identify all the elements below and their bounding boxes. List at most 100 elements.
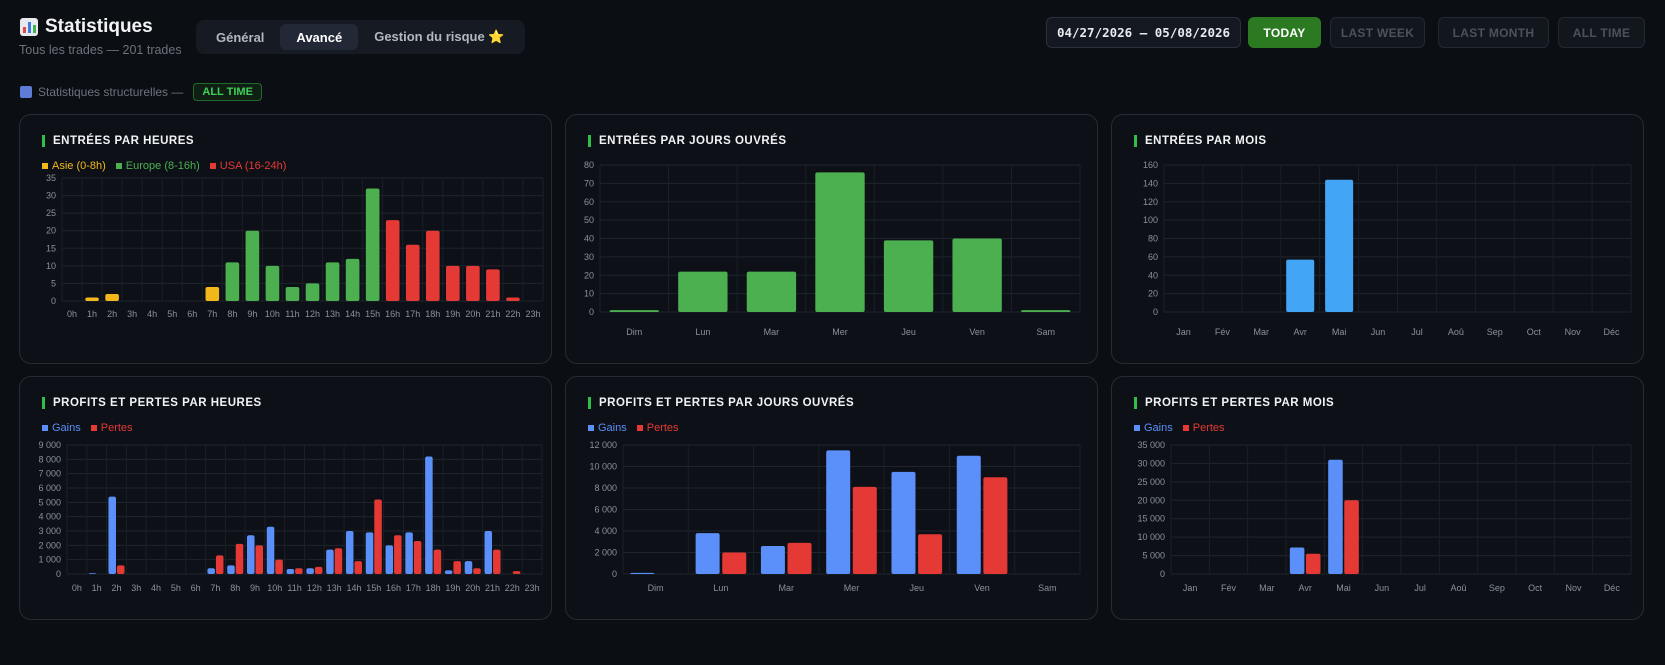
bar-gains [247,535,255,574]
x-tick-label: Déc [1604,327,1621,337]
y-tick-label: 7 000 [38,469,61,479]
bar-gains [630,572,655,574]
x-tick-label: 5h [167,309,177,319]
y-tick-label: 60 [584,197,594,207]
y-tick-label: 80 [584,160,594,170]
y-tick-label: 20 [584,270,594,280]
x-tick-label: Dim [648,583,664,593]
card-pnl-hours: 0 1 000 2 000 3 000 4 000 5 000 6 000 7 000 8 00… [19,376,552,620]
x-tick-label: 3h [131,583,141,593]
tab-gestion-risque[interactable]: Gestion du risque ⭐ [374,29,505,44]
x-tick-label: Sep [1489,583,1505,593]
legend-item-pertes: Pertes [90,422,133,434]
x-tick-label: 9h [250,583,260,593]
y-tick-label: 0 [589,307,594,317]
x-tick-label: Mai [1336,583,1351,593]
legend-item-gains: Gains [588,422,627,434]
chart-entries-hours: 0 5 10 15 20 25 30 35 0h 1h 2h 3h 4h 5h 6h 7h 8h 9h 10h 11h… [46,173,544,319]
y-tick-label: 30 [46,191,56,201]
x-tick-label: Fév [1221,583,1237,593]
bar [285,286,300,301]
y-tick-label: 5 000 [38,497,61,507]
y-tick-label: 25 000 [1137,477,1165,487]
card-pnl-months: 0 5 000 10 000 15 000 20 000 25 000 30 000 35 0… [1111,376,1644,620]
x-tick-label: 15h [366,583,381,593]
y-tick-label: 70 [584,178,594,188]
y-tick-label: 10 [46,261,56,271]
x-tick-label: 21h [485,309,500,319]
bar-pertes [235,543,244,574]
bar-pertes [215,555,224,574]
bar-gains [286,568,295,574]
tab-avance[interactable]: Avancé [280,24,359,50]
bar [305,283,320,301]
x-tick-label: 11h [287,583,301,593]
y-tick-label: 3 000 [38,526,61,536]
y-tick-label: 30 000 [1137,458,1165,468]
date-range-picker[interactable]: 04/27/2026 — 05/08/2026 [1046,17,1241,48]
chart-legend: Gains Pertes [42,422,133,434]
x-tick-label: 12h [307,583,322,593]
bar [466,265,480,301]
bar [883,240,934,312]
x-tick-label: Aoû [1448,327,1464,337]
y-tick-label: 10 000 [589,462,617,472]
x-tick-label: 9h [247,309,257,319]
period-badge: ALL TIME [193,83,262,101]
y-tick-label: 12 000 [589,440,617,450]
bar [225,262,240,301]
x-tick-label: Avr [1298,583,1311,593]
bar-gains [1289,547,1305,574]
x-tick-label: 11h [285,309,299,319]
y-tick-label: 25 [46,208,56,218]
x-tick-label: Jun [1375,583,1390,593]
x-tick-label: Lun [695,327,710,337]
bar-pertes [116,565,125,574]
bar-pertes [433,549,442,574]
filter-today-button[interactable]: TODAY [1248,17,1321,48]
x-tick-label: 0h [72,583,82,593]
y-tick-label: 40 [1148,270,1158,280]
legend-item-asia: Asie (0-8h) [42,160,106,172]
y-tick-label: 20 [46,226,56,236]
bar-gains [405,532,413,574]
y-tick-label: 4 000 [594,526,617,536]
bar-pertes [453,561,461,574]
page-header: Statistiques Tous les trades — 201 trade… [0,0,1665,70]
x-tick-label: 3h [127,309,137,319]
bar-pertes [334,548,343,574]
bar-pertes [314,566,323,574]
bar [205,286,220,301]
y-tick-label: 0 [51,296,56,306]
bar-pertes [918,534,943,574]
x-tick-label: 6h [191,583,201,593]
x-tick-label: Mar [1254,327,1270,337]
filter-last-month-button[interactable]: LAST MONTH [1438,17,1549,48]
x-tick-label: 7h [207,309,217,319]
x-tick-label: 17h [406,583,421,593]
bar-gains [695,533,720,574]
tab-general[interactable]: Général [216,29,265,45]
y-tick-label: 6 000 [594,505,617,515]
y-tick-label: 8 000 [38,454,61,464]
y-tick-label: 0 [1160,569,1165,579]
card-title: ENTRÉES PAR MOIS [1134,135,1267,147]
filter-all-time-button[interactable]: ALL TIME [1558,17,1645,48]
x-tick-label: 10h [267,583,282,593]
bar-pertes [1305,553,1321,574]
x-tick-label: Mar [764,327,780,337]
card-title: PROFITS ET PERTES PAR JOURS OUVRÉS [588,397,854,409]
x-tick-label: 23h [525,583,540,593]
filter-last-week-button[interactable]: LAST WEEK [1330,17,1425,48]
x-tick-label: Jeu [910,583,925,593]
legend-item-usa: USA (16-24h) [209,160,286,172]
bar [365,188,380,301]
x-tick-label: 10h [265,309,280,319]
x-tick-label: Nov [1565,583,1582,593]
x-tick-label: 4h [151,583,161,593]
y-tick-label: 9 000 [38,440,61,450]
bar [325,262,340,301]
bar-pertes [473,568,481,574]
bar-gains [1328,459,1343,574]
bar-pertes [722,552,747,574]
